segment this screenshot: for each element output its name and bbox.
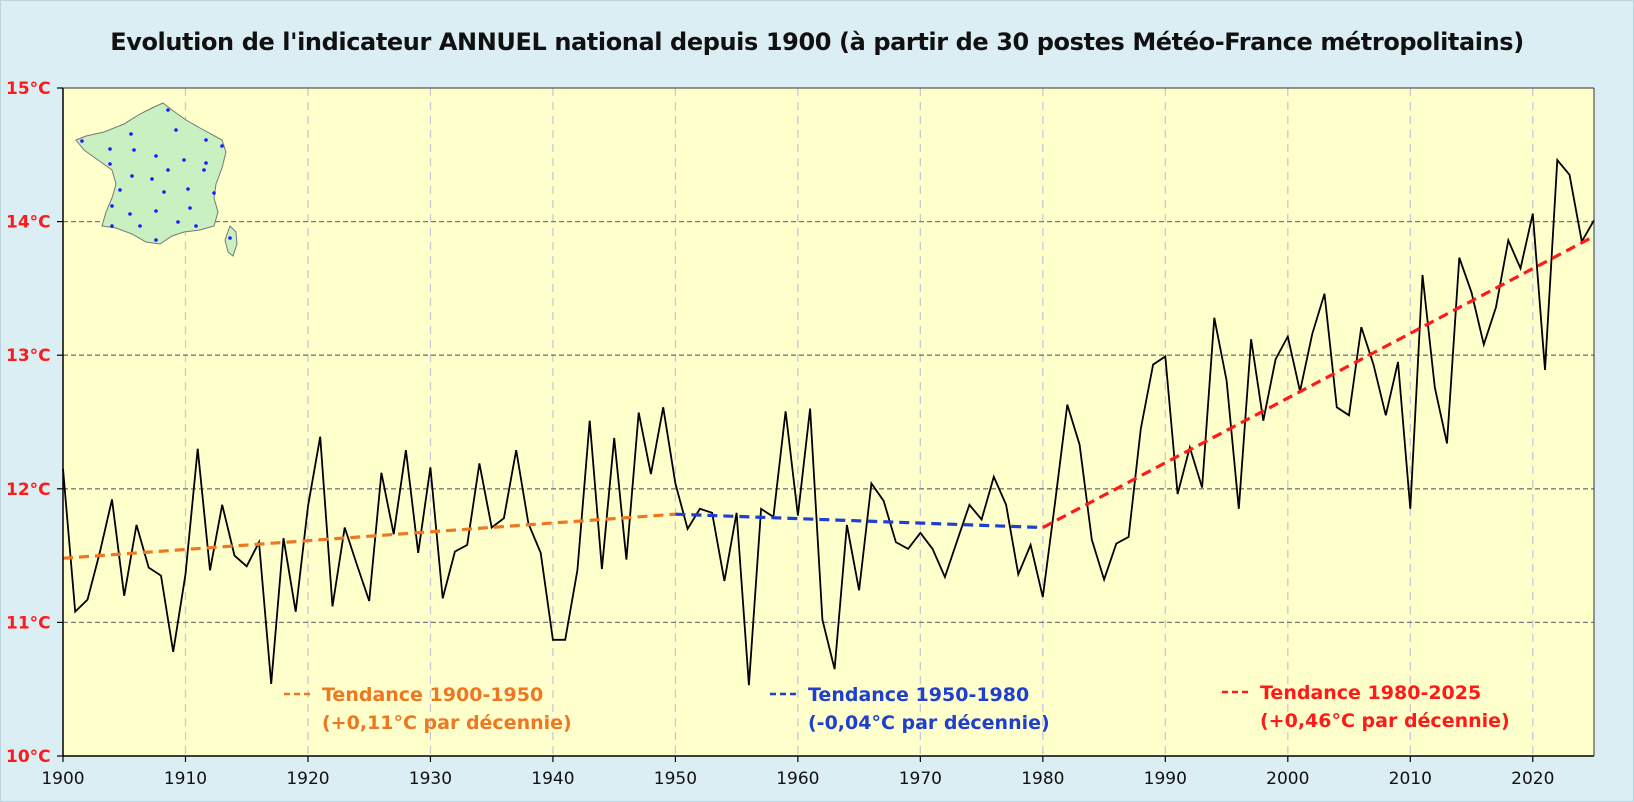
station-dot (138, 224, 142, 228)
station-dot (150, 177, 154, 181)
x-tick-label: 1900 (41, 769, 84, 789)
station-dot (128, 212, 132, 216)
x-tick-label: 1940 (531, 769, 574, 789)
y-tick-label: 14°C (6, 213, 51, 233)
trend-label: Tendance 1980-2025 (1260, 682, 1481, 704)
trend-line (1042, 234, 1595, 529)
trend-line (62, 512, 676, 560)
y-tick-label: 13°C (6, 346, 51, 366)
trend-rate-label: (-0,04°C par décennie) (808, 712, 1050, 734)
station-dot (110, 224, 114, 228)
station-dot (228, 236, 232, 240)
x-tick-label: 1970 (899, 769, 942, 789)
station-dot (176, 220, 180, 224)
trend-rate-label: (+0,46°C par décennie) (1260, 710, 1510, 732)
france-station-map (75, 102, 238, 257)
station-markers (80, 108, 232, 242)
station-dot (194, 224, 198, 228)
corsica-shape (224, 225, 238, 257)
x-tick-label: 1960 (776, 769, 819, 789)
station-dot (129, 132, 133, 136)
trend-lines (62, 234, 1595, 560)
station-dot (108, 162, 112, 166)
chart-title: Evolution de l'indicateur ANNUEL nationa… (110, 28, 1524, 56)
station-dot (220, 144, 224, 148)
x-tick-label: 2020 (1511, 769, 1554, 789)
x-tick-label: 1910 (164, 769, 207, 789)
station-dot (182, 158, 186, 162)
trend-annotations: Tendance 1900-1950 (+0,11°C par décennie)… (284, 682, 1510, 734)
station-dot (162, 190, 166, 194)
station-dot (110, 204, 114, 208)
x-tick-label: 1930 (409, 769, 452, 789)
station-dot (118, 188, 122, 192)
x-axis-labels: 1900 1910 1920 1930 1940 1950 1960 1970 1980 1990… (41, 769, 1554, 789)
y-tick-label: 11°C (6, 613, 51, 633)
y-tick-label: 10°C (6, 747, 51, 767)
station-dot (186, 187, 190, 191)
trend-label: Tendance 1950-1980 (808, 684, 1029, 706)
trend-line (675, 512, 1043, 530)
trend-label: Tendance 1900-1950 (322, 684, 543, 706)
annual-temperature-line (62, 157, 1595, 686)
station-dot (204, 161, 208, 165)
station-dot (188, 206, 192, 210)
station-dot (130, 174, 134, 178)
station-dot (154, 238, 158, 242)
x-tick-label: 2010 (1389, 769, 1432, 789)
x-tick-label: 1980 (1021, 769, 1064, 789)
station-dot (154, 209, 158, 213)
gridlines (63, 88, 1594, 756)
station-dot (108, 147, 112, 151)
station-dot (132, 148, 136, 152)
station-dot (166, 168, 170, 172)
axes (57, 87, 1595, 762)
y-axis-labels: 10°C 11°C 12°C 13°C 14°C 15°C (6, 79, 51, 767)
station-dot (204, 138, 208, 142)
y-tick-label: 15°C (6, 79, 51, 99)
plot-area (63, 88, 1594, 756)
station-dot (154, 154, 158, 158)
y-tick-label: 12°C (6, 480, 51, 500)
x-tick-label: 1990 (1144, 769, 1187, 789)
x-tick-label: 1950 (654, 769, 697, 789)
station-dot (202, 168, 206, 172)
station-dot (212, 191, 216, 195)
station-dot (80, 139, 84, 143)
trend-rate-label: (+0,11°C par décennie) (322, 712, 572, 734)
x-tick-label: 2000 (1266, 769, 1309, 789)
x-tick-label: 1920 (286, 769, 329, 789)
station-dot (174, 128, 178, 132)
station-dot (166, 108, 170, 112)
